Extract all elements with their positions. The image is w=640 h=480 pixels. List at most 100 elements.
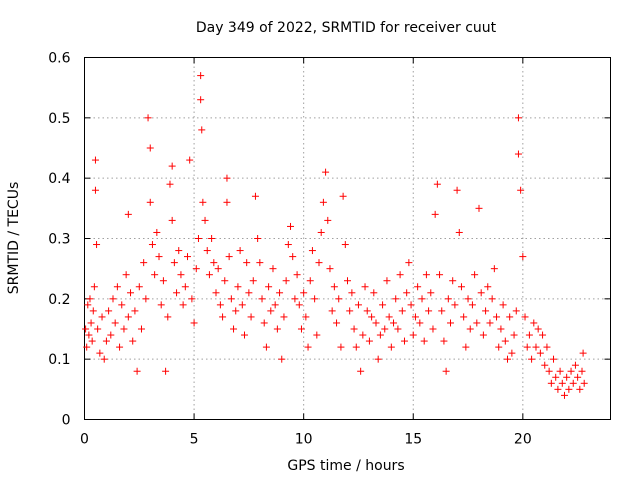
data-point <box>431 210 439 218</box>
plot-frame <box>84 57 611 420</box>
data-point <box>484 283 492 291</box>
data-point <box>383 277 391 285</box>
data-point <box>405 259 413 267</box>
data-point <box>352 343 360 351</box>
data-point <box>514 150 522 158</box>
data-point <box>282 277 290 285</box>
data-point <box>247 313 255 321</box>
tick-marks <box>84 57 611 420</box>
data-point <box>85 331 93 339</box>
y-tick-label: 0.2 <box>48 292 70 308</box>
data-point <box>324 216 332 224</box>
data-point <box>317 228 325 236</box>
data-point <box>322 168 330 176</box>
data-point <box>289 253 297 261</box>
data-point <box>168 162 176 170</box>
data-point <box>411 313 419 321</box>
data-point <box>203 247 211 255</box>
data-point <box>536 349 544 357</box>
data-point <box>86 295 94 303</box>
x-tick-labels: 0 5 10 15 20 <box>80 432 532 448</box>
data-point <box>186 156 194 164</box>
data-point <box>493 313 501 321</box>
data-point <box>315 259 323 267</box>
data-point <box>438 307 446 315</box>
data-point <box>124 313 132 321</box>
data-point <box>532 343 540 351</box>
data-point <box>514 114 522 122</box>
data-point <box>146 198 154 206</box>
grid <box>84 57 611 420</box>
data-point <box>295 301 303 309</box>
data-point <box>547 379 555 387</box>
data-point <box>482 307 490 315</box>
data-point <box>91 156 99 164</box>
data-point <box>87 319 95 327</box>
data-point <box>326 265 334 273</box>
data-point <box>308 247 316 255</box>
data-point <box>223 174 231 182</box>
data-point <box>223 198 231 206</box>
data-point <box>93 241 101 249</box>
data-point <box>88 337 96 345</box>
data-point <box>278 355 286 363</box>
data-point <box>107 331 115 339</box>
data-point <box>194 235 202 242</box>
data-point <box>205 271 213 279</box>
data-point <box>216 301 224 309</box>
data-point <box>361 283 369 291</box>
data-point <box>339 192 347 200</box>
data-point <box>162 367 170 375</box>
data-point <box>554 385 562 393</box>
data-point <box>89 307 97 315</box>
data-point <box>576 385 584 393</box>
data-point <box>403 289 411 297</box>
data-point <box>348 289 356 297</box>
data-point <box>284 241 292 249</box>
data-point <box>227 295 235 303</box>
data-point <box>96 349 104 357</box>
data-point <box>365 337 373 345</box>
x-axis-label: GPS time / hours <box>287 458 404 474</box>
data-point <box>468 301 476 309</box>
data-point <box>333 319 341 327</box>
data-point <box>379 301 387 309</box>
data-point <box>212 289 220 297</box>
data-point <box>168 216 176 224</box>
data-point <box>436 271 444 279</box>
data-point <box>341 241 349 249</box>
data-point <box>102 337 110 345</box>
data-point <box>510 331 518 339</box>
data-point <box>256 259 264 267</box>
data-point <box>84 301 92 309</box>
chart-title: Day 349 of 2022, SRMTID for receiver cuu… <box>196 20 497 36</box>
data-point <box>181 283 189 291</box>
data-point <box>490 265 498 273</box>
data-point <box>127 289 135 297</box>
data-point <box>374 355 382 363</box>
data-point <box>416 319 424 327</box>
data-point <box>477 289 485 297</box>
data-point <box>550 355 558 363</box>
data-point <box>197 96 205 104</box>
data-point <box>447 319 455 327</box>
y-tick-label: 0.5 <box>48 111 70 127</box>
data-point <box>300 289 308 297</box>
data-point <box>442 367 450 375</box>
data-point <box>394 325 402 333</box>
data-point <box>488 295 496 303</box>
data-point <box>370 289 378 297</box>
data-point <box>521 313 529 321</box>
data-point <box>390 319 398 327</box>
data-point <box>449 277 457 285</box>
data-point <box>142 295 150 303</box>
data-point <box>273 325 281 333</box>
y-tick-label: 0.6 <box>48 51 70 67</box>
x-tick-label: 10 <box>295 432 313 448</box>
data-point <box>499 301 507 309</box>
data-point <box>398 307 406 315</box>
data-point <box>232 307 240 315</box>
data-point <box>414 283 422 291</box>
data-point <box>100 355 108 363</box>
data-point <box>113 283 121 291</box>
